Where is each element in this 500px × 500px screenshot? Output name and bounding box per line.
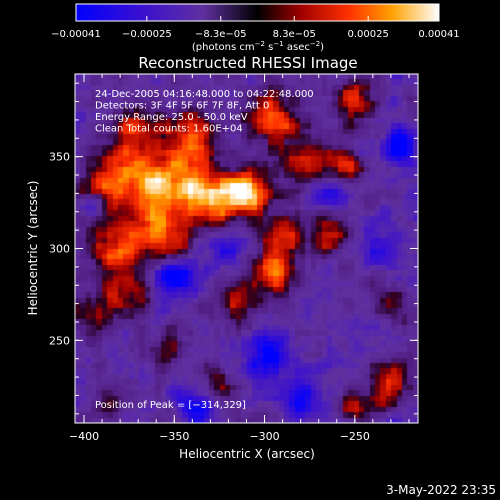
info-line: Energy Range: 25.0 - 50.0 keV [95,112,248,123]
colorbar-tick-label: −8.3e−05 [195,29,247,40]
heatmap-image [75,74,418,423]
colorbar-tick-label: −0.00025 [122,29,172,40]
colorbar: −0.00041 −0.00025 −8.3e−05 8.3e−05 0.00025 0.… [51,3,460,53]
colorbar-tick-label: 0.00041 [418,29,459,40]
plot-area: −400 −350 −300 −250 250 300 350 [49,73,419,443]
peak-position-label: Position of Peak = [−314,329] [95,400,246,411]
colorbar-tick-label: 8.3e−05 [273,29,316,40]
y-tick-label: 300 [49,243,70,256]
y-tick-label: 350 [49,151,70,164]
colorbar-tick-label: 0.00025 [347,29,388,40]
info-line: Detectors: 3F 4F 5F 6F 7F 8F, Att 0 [95,101,269,112]
colorbar-tick-label: −0.00041 [51,29,101,40]
y-tick-label: 250 [49,334,70,347]
x-tick-label: −350 [159,430,189,443]
info-line: Clean Total counts: 1.60E+04 [95,124,243,135]
x-axis-label: Heliocentric X (arcsec) [179,447,315,461]
info-line: 24-Dec-2005 04:16:48.000 to 04:22:48.000 [95,89,314,100]
render-date: 3-May-2022 23:35 [386,483,496,497]
y-axis-label: Heliocentric Y (arcsec) [26,181,40,316]
chart-title: Reconstructed RHESSI Image [138,54,357,72]
x-tick-label: −400 [69,430,99,443]
observation-info: 24-Dec-2005 04:16:48.000 to 04:22:48.000… [95,89,314,135]
x-tick-label: −300 [249,430,279,443]
colorbar-gradient [75,3,440,22]
colorbar-unit-label: (photons cm−2 s−1 asec−2) [192,40,324,53]
x-tick-label: −250 [340,430,370,443]
